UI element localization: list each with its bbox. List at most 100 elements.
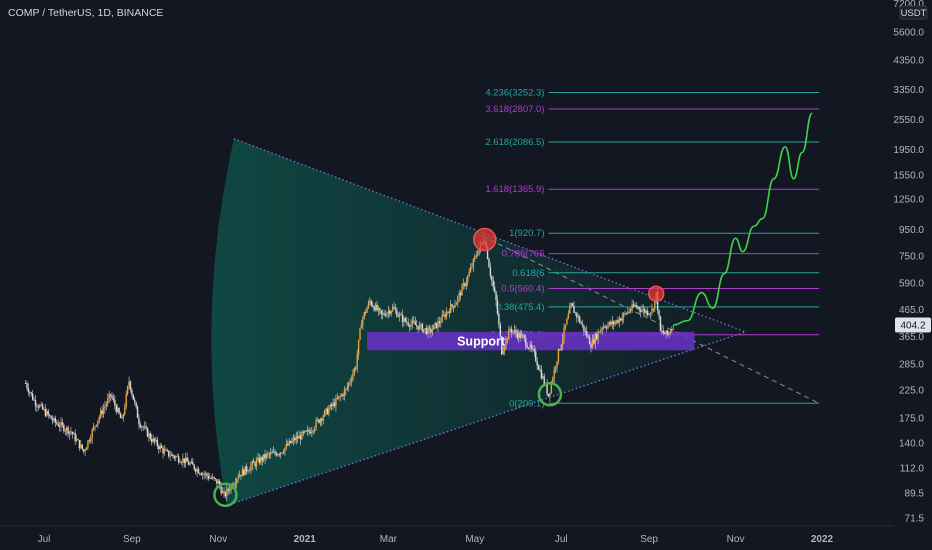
candle-body: [370, 300, 373, 306]
candle-body: [163, 449, 166, 454]
candle-body: [172, 454, 174, 457]
candle-body: [591, 339, 594, 348]
time-axis[interactable]: Jul Sep Nov 2021 Mar May Jul Sep Nov 2022: [0, 525, 894, 545]
candle-body: [417, 325, 419, 330]
candle-body: [646, 310, 649, 315]
candle-body: [669, 331, 672, 333]
candle-body: [34, 400, 37, 406]
candle-body: [333, 402, 336, 407]
candle-body: [73, 433, 75, 435]
candle-body: [295, 436, 297, 441]
fib-level-label: 3.618(2807.0): [485, 104, 544, 115]
candle-body: [204, 473, 207, 475]
candle-body: [438, 321, 441, 324]
candle-body: [114, 399, 116, 406]
candle-body: [139, 424, 142, 428]
candle-body: [210, 477, 212, 479]
candle-body: [319, 419, 322, 423]
candle-body: [80, 444, 82, 449]
price-axis-background: [894, 0, 932, 526]
candle-body: [489, 267, 492, 277]
candle-body: [160, 445, 163, 449]
candle-body: [628, 311, 630, 313]
candle-body: [318, 419, 320, 423]
candle-body: [648, 313, 650, 315]
candle-body: [408, 325, 411, 327]
candle-body: [313, 428, 316, 431]
candle-body: [65, 427, 68, 431]
candle-body: [33, 399, 35, 401]
candle-body: [468, 272, 470, 277]
candle-body: [598, 331, 601, 333]
candle-body: [537, 365, 540, 370]
candle-body: [221, 491, 224, 494]
candle-body: [587, 336, 589, 338]
candle-body: [78, 440, 81, 449]
candle-body: [569, 307, 571, 314]
candle-body: [87, 440, 89, 448]
candle-body: [329, 404, 331, 409]
candle-body: [560, 344, 562, 350]
candle-body: [149, 433, 151, 439]
candle-body: [372, 305, 374, 307]
candle-body: [639, 309, 642, 312]
candle-body: [46, 411, 48, 416]
candle-body: [573, 306, 575, 313]
price-tick: 285.0: [899, 359, 924, 370]
candle-body: [74, 433, 76, 442]
candle-body: [251, 461, 254, 466]
time-tick: Jul: [555, 534, 568, 545]
candle-body: [301, 431, 303, 440]
candle-body: [621, 317, 623, 321]
candle-body: [230, 484, 232, 491]
candle-body: [510, 329, 513, 333]
candle-body: [77, 439, 79, 441]
candle-body: [508, 329, 510, 340]
price-tick: 2550.0: [893, 115, 924, 126]
candle-body: [107, 398, 109, 404]
candle-body: [102, 408, 105, 415]
candle-body: [624, 313, 626, 314]
fib-level-label: 0.5(560.4): [501, 284, 544, 295]
candle-body: [431, 329, 433, 333]
candle-body: [580, 322, 582, 324]
pivot-markers: [213, 227, 665, 508]
candle-body: [75, 439, 78, 442]
candle-body: [328, 408, 330, 415]
candle-body: [56, 422, 58, 424]
candle-body: [302, 431, 305, 433]
last-price-value: 404.2: [900, 320, 925, 331]
price-axis[interactable]: 7200.0 USDT 5600.0 4350.0 3350.0 2550.0 1950…: [893, 0, 932, 526]
candle-body: [345, 388, 347, 391]
candle-body: [359, 328, 361, 340]
candle-body: [634, 305, 636, 307]
candle-body: [471, 266, 473, 268]
candle-body: [245, 466, 248, 472]
time-tick: Nov: [727, 534, 745, 545]
candle-body: [597, 331, 599, 340]
candle-body: [379, 308, 381, 311]
candle-body: [182, 458, 184, 463]
candle-body: [530, 344, 533, 349]
candle-body: [183, 458, 185, 463]
price-ticks: 5600.0 4350.0 3350.0 2550.0 1950.0 1550.0 1250…: [893, 28, 924, 525]
candle-body: [47, 411, 49, 415]
candle-body: [427, 327, 429, 334]
candle-body: [601, 327, 604, 330]
fib-level-label: 1.618(1365.9): [485, 184, 544, 195]
candle-body: [527, 347, 530, 349]
candle-body: [400, 314, 402, 315]
candle-body: [418, 324, 421, 330]
price-tick: 112.0: [900, 463, 925, 474]
candle-body: [462, 283, 465, 286]
time-tick: 2021: [294, 534, 317, 545]
candle-body: [98, 416, 100, 421]
candle-body: [658, 310, 660, 317]
candle-body: [284, 447, 286, 453]
candle-body: [311, 431, 313, 434]
candle-body: [323, 410, 326, 417]
chart-title: COMP / TetherUS, 1D, BINANCE: [8, 7, 163, 19]
candle-body: [279, 452, 282, 455]
candle-body: [271, 452, 273, 454]
